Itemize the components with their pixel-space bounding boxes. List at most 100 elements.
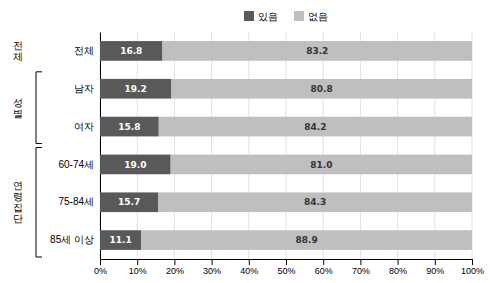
bar [171,79,472,99]
legend-label: 없음 [308,11,328,22]
y-tick-label: 75-84세 [58,196,94,207]
x-tick: 90% [426,259,444,276]
grid-line [434,32,435,259]
y-axis-line [100,33,101,260]
grid-line [174,32,175,259]
bar [162,41,472,61]
y-tick-label: 전체 [74,45,94,56]
data-labels: 16.8 19.2 15.8 19.0 15.7 11.1 83.2 80.8 84.2 81.0… [110,46,333,245]
x-tick: 80% [389,259,407,276]
x-tick-mark [286,259,287,265]
bar [171,155,472,175]
bar [158,192,472,212]
data-label: 16.8 [120,46,142,56]
legend-item: 없음 [294,11,328,22]
grid-line [286,32,287,259]
x-tick-mark [472,259,473,265]
y-tick: 남자 [74,83,100,94]
bar-series [141,41,472,250]
y-tick: 전체 [74,45,100,56]
x-tick: 20% [166,259,184,276]
x-tick-label: 40% [240,266,258,276]
data-label: 19.0 [124,160,146,170]
y-tick-label: 85세 이상 [50,234,94,245]
group-label: 전체 [13,40,23,62]
x-tick-label: 100% [461,266,484,276]
x-tick-mark [137,259,138,265]
grid-line [248,32,249,259]
data-label: 15.7 [118,197,140,207]
data-label: 83.2 [306,46,328,56]
x-tick: 10% [129,259,147,276]
grid-line [323,32,324,259]
x-tick: 30% [203,259,221,276]
x-tick: 100% [461,259,484,276]
x-tick-label: 10% [129,266,147,276]
x-tick-mark [249,259,250,265]
groups: 전체성별연령집단 [13,40,42,257]
x-tick-mark [212,259,213,265]
legend: 있음 없음 [244,11,328,22]
grid-line [100,32,101,259]
y-tick-label: 60-74세 [58,159,94,170]
x-tick-mark [323,259,324,265]
legend-label: 있음 [258,11,278,22]
x-tick-label: 70% [352,266,370,276]
grid-line [360,32,361,259]
data-label: 19.2 [125,84,147,94]
bar [100,192,158,212]
data-label: 15.8 [118,122,140,132]
x-tick-label: 0% [94,266,107,276]
chart: 0% 10% 20% 30% 40% 50% 60% 70% 80% 90% 100% 전체남자여자 6… [0,0,490,283]
x-tick-label: 90% [426,266,444,276]
x-tick-label: 60% [315,266,333,276]
x-tick: 0% [94,259,107,276]
legend-swatch [294,11,304,21]
x-tick: 40% [240,259,258,276]
x-tick: 60% [315,259,333,276]
plot: 0% 10% 20% 30% 40% 50% 60% 70% 80% 90% 100% 전체남자여자 6… [13,32,484,276]
data-label: 84.3 [304,197,326,207]
bar [100,79,171,99]
bar [100,155,171,175]
group-label: 성별 [13,97,23,119]
bar [100,230,141,250]
y-tick: 85세 이상 [50,234,100,245]
bar [100,117,159,137]
y-tick-label: 여자 [74,121,94,132]
x-tick: 70% [352,259,370,276]
x-axis-line [101,260,473,266]
x-tick-label: 30% [203,266,221,276]
y-tick: 75-84세 [58,196,100,207]
x-tick-mark [360,259,361,265]
x-tick-label: 20% [166,266,184,276]
legend-item: 있음 [244,11,278,22]
grid-line [137,32,138,259]
legend-swatch [244,11,254,21]
x-axis: 0% 10% 20% 30% 40% 50% 60% 70% 80% 90% 100% [94,259,484,276]
bracket [36,72,42,144]
x-tick-label: 80% [389,266,407,276]
y-axis: 전체남자여자 60-74세 75-84세 85세 이상 [50,33,100,260]
bracket [36,148,42,258]
bar [100,41,162,61]
data-label: 81.0 [310,160,332,170]
y-tick: 60-74세 [58,159,100,170]
data-label: 11.1 [110,235,132,245]
bar [141,230,472,250]
grid-line [472,32,473,259]
data-label: 88.9 [296,235,318,245]
data-label: 84.2 [304,122,326,132]
x-tick-mark [398,259,399,265]
grid [100,32,472,259]
x-tick-label: 50% [277,266,295,276]
x-tick-mark [100,259,101,265]
bar-series [100,41,171,250]
grid-line [211,32,212,259]
y-tick-label: 남자 [74,83,94,94]
bar [159,117,472,137]
x-tick: 50% [277,259,295,276]
data-label: 80.8 [311,84,333,94]
bars [100,41,472,250]
group-label: 연령집단 [13,180,23,224]
